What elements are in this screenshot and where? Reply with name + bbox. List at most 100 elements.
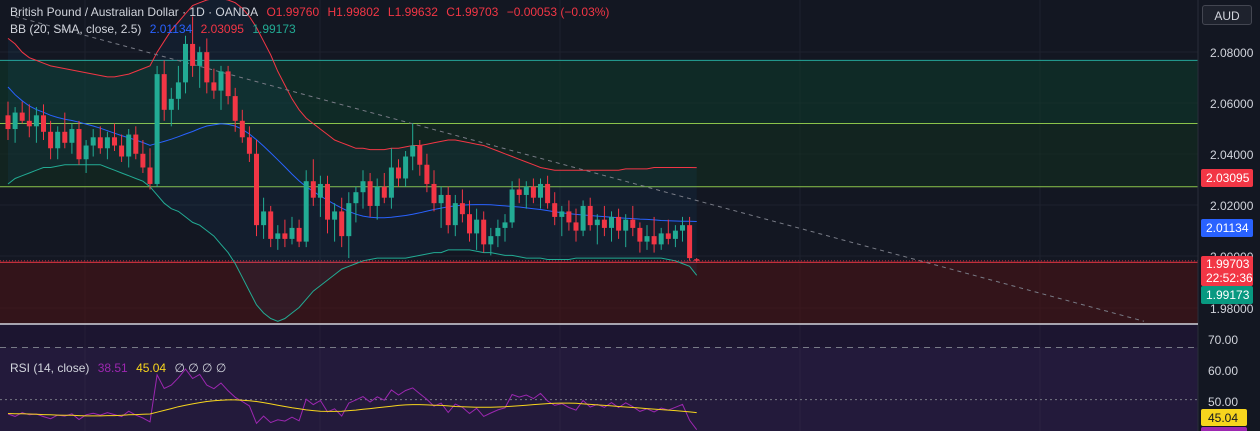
candle <box>282 219 288 248</box>
symbol-title[interactable]: British Pound / Australian Dollar · 1D ·… <box>10 5 259 19</box>
candle-body <box>126 134 132 157</box>
candle-body <box>601 219 607 228</box>
candle <box>502 214 508 242</box>
last-price-label: 1.99703 <box>1206 257 1250 271</box>
last-price-tag <box>1201 256 1253 286</box>
candle-body <box>467 214 472 234</box>
candle <box>467 200 472 242</box>
basis-price-label: 2.01134 <box>1206 221 1249 235</box>
rsi-tick-label: 70.00 <box>1208 333 1238 347</box>
basis-price-tag <box>1201 219 1253 237</box>
candle <box>388 148 394 209</box>
candle-body <box>559 211 565 217</box>
candle <box>431 170 437 212</box>
candle <box>69 123 75 154</box>
candle <box>417 140 423 176</box>
candle <box>545 175 551 209</box>
candle-body <box>282 233 288 239</box>
rsi-extra-values: ∅ ∅ ∅ ∅ <box>174 361 227 375</box>
candle-body <box>197 52 203 66</box>
candle-body <box>168 98 174 110</box>
candle-body <box>62 131 68 143</box>
bar-countdown-label: 22:52:36 <box>1206 271 1253 285</box>
candle-body <box>204 52 210 83</box>
candle <box>523 181 529 209</box>
candle <box>296 219 302 248</box>
candle-body <box>140 153 146 168</box>
candle-body <box>225 71 231 97</box>
rsi-indicator-label[interactable]: RSI (14, close) <box>10 361 90 375</box>
candle <box>55 126 61 160</box>
candles-layer[interactable] <box>0 16 1198 263</box>
price-tick-label: 2.04000 <box>1210 148 1254 162</box>
bollinger-bands-legend[interactable]: BB (20, SMA, close, 2.5) 2.01134 2.03095… <box>10 22 301 36</box>
candle <box>552 192 558 226</box>
candle-body <box>133 134 139 154</box>
candle <box>62 112 68 149</box>
candle-body <box>516 189 522 195</box>
candle-body <box>41 115 46 132</box>
lower-band-price-tag <box>1201 286 1253 304</box>
candle <box>140 140 146 173</box>
candle <box>161 60 167 121</box>
candle-body <box>616 216 622 231</box>
bb-indicator-label[interactable]: BB (20, SMA, close, 2.5) <box>10 22 142 36</box>
candle <box>190 16 196 77</box>
ohlc-low: L1.99632 <box>387 5 438 19</box>
candle-body <box>360 181 366 193</box>
candle-body <box>694 259 700 261</box>
candle-body <box>623 219 629 231</box>
bb-lower-line <box>7 164 698 322</box>
candle <box>12 107 18 143</box>
rsi-ma-tag-label: 45.04 <box>1208 411 1238 425</box>
rsi-layer <box>0 346 1198 431</box>
candle-body <box>104 137 110 149</box>
candle <box>239 109 245 143</box>
candle-body <box>112 137 117 146</box>
support-resistance-zone <box>0 123 1198 187</box>
candle-body <box>609 216 614 228</box>
candle <box>396 159 401 187</box>
rsi-pane-background <box>0 324 1260 431</box>
candle <box>147 148 153 190</box>
rsi-legend[interactable]: RSI (14, close) 38.51 45.04 ∅ ∅ ∅ ∅ <box>10 361 231 375</box>
candle <box>317 175 323 217</box>
candle-body <box>680 225 685 231</box>
candle <box>374 178 380 220</box>
ohlc-high: H1.99802 <box>327 5 380 19</box>
price-tick-label: 1.98000 <box>1210 302 1254 316</box>
rsi-band-fill <box>0 347 1198 431</box>
candle-body <box>339 211 345 237</box>
candle-body <box>502 222 508 228</box>
candle-body <box>353 192 359 204</box>
candle <box>601 205 607 237</box>
candle <box>303 170 309 248</box>
candle-body <box>289 227 295 239</box>
symbol-legend[interactable]: British Pound / Australian Dollar · 1D ·… <box>10 5 614 19</box>
candle <box>566 200 572 231</box>
ohlc-close: C1.99703 <box>446 5 499 19</box>
candle-body <box>303 181 309 242</box>
candle <box>474 208 480 250</box>
candle-body <box>5 115 11 130</box>
candle-body <box>239 120 245 138</box>
candle-body <box>254 153 259 226</box>
candle-body <box>119 145 125 157</box>
candle-body <box>396 167 401 179</box>
candle-body <box>587 205 593 226</box>
candle-body <box>594 219 600 226</box>
rsi-value-tag <box>1201 427 1247 431</box>
candle <box>41 104 46 141</box>
candle <box>644 225 650 250</box>
candle <box>594 214 600 245</box>
currency-button[interactable]: AUD <box>1202 5 1252 25</box>
candle <box>289 216 295 245</box>
candle <box>665 219 671 245</box>
candle-body <box>211 82 217 91</box>
candle <box>346 192 352 259</box>
rsi-tick-label: 60.00 <box>1208 364 1238 378</box>
candle <box>218 65 224 110</box>
